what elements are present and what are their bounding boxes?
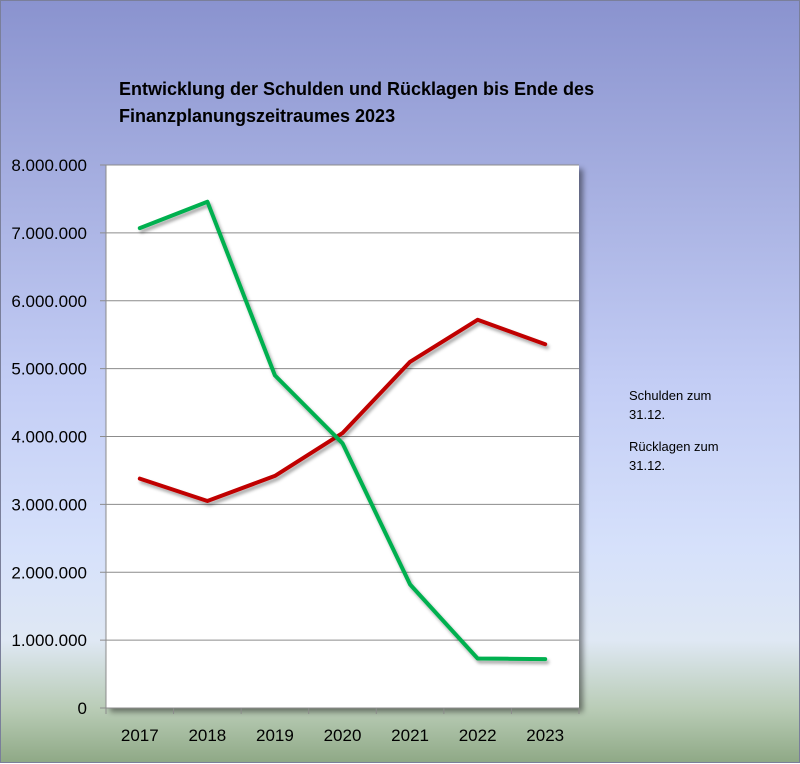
series-line-ruecklagen [137, 199, 548, 662]
x-tick-label: 2017 [121, 726, 159, 745]
x-tick-label: 2020 [324, 726, 362, 745]
series-line-schulden [137, 317, 548, 503]
x-tick-labels: 2017 2018 2019 2020 2021 2022 2023 [121, 726, 564, 745]
y-tick-label: 8.000.000 [11, 156, 87, 175]
y-tick-label: 6.000.000 [11, 292, 87, 311]
x-tick-label: 2023 [526, 726, 564, 745]
y-tick-label: 7.000.000 [11, 224, 87, 243]
chart-title-line-2: Finanzplanungszeitraumes 2023 [119, 106, 395, 126]
y-tick-label: 4.000.000 [11, 428, 87, 447]
gridlines [106, 164, 579, 641]
y-tick-label: 5.000.000 [11, 360, 87, 379]
legend-label: Schulden zum [629, 388, 711, 403]
x-tick-label: 2021 [391, 726, 429, 745]
y-tick-label: 1.000.000 [11, 631, 87, 650]
legend-label: 31.12. [629, 407, 665, 422]
legend-label: 31.12. [629, 458, 665, 473]
legend-label: Rücklagen zum [629, 439, 719, 454]
legend: Schulden zum 31.12. Rücklagen zum 31.12. [581, 388, 719, 473]
y-tick-label: 3.000.000 [11, 495, 87, 514]
y-tick-label: 2.000.000 [11, 563, 87, 582]
y-tick-labels: 0 1.000.000 2.000.000 3.000.000 4.000.000 5.0… [11, 156, 87, 718]
y-tick-label: 0 [78, 699, 87, 718]
axes [100, 164, 580, 714]
series-lines [137, 199, 548, 662]
x-tick-label: 2019 [256, 726, 294, 745]
x-tick-label: 2022 [459, 726, 497, 745]
chart-title-line-1: Entwicklung der Schulden und Rücklagen b… [119, 79, 594, 99]
x-tick-label: 2018 [188, 726, 226, 745]
